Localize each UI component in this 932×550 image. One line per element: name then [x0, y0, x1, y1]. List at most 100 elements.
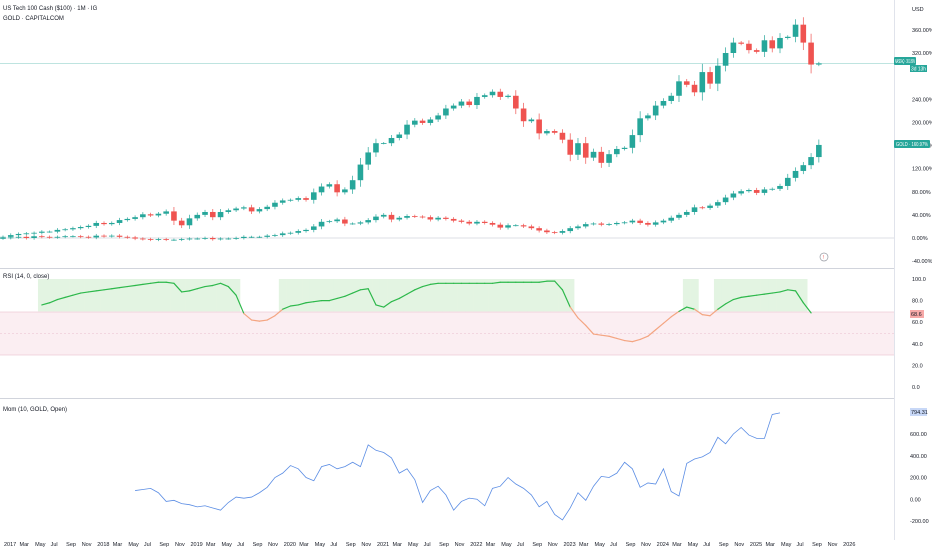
nasdaq-candle — [722, 53, 729, 66]
nasdaq-countdown: 3d 13h — [911, 67, 926, 73]
time-axis-label: May — [501, 542, 512, 548]
nasdaq-candle — [800, 24, 807, 43]
nasdaq-candle — [380, 143, 387, 144]
rsi-title[interactable]: RSI (14, 0, close) — [3, 274, 49, 280]
gold-candle — [77, 236, 84, 238]
rsi-line-segment — [219, 282, 229, 288]
nasdaq-candle — [520, 108, 527, 122]
rsi-line-segment — [289, 304, 299, 307]
time-axis-label: 2018 — [97, 542, 109, 548]
rsi-overbought-zone — [224, 279, 233, 312]
rsi-overbought-zone — [317, 279, 326, 312]
nasdaq-candle — [124, 218, 131, 221]
rsi-overbought-zone — [426, 279, 435, 312]
gold-candle — [295, 231, 302, 233]
compare-symbol-label[interactable]: GOLD · CAPITALCOM — [3, 16, 64, 22]
rsi-line-segment — [165, 281, 175, 284]
rsi-line-segment — [212, 282, 222, 287]
rsi-line-segment — [95, 289, 105, 292]
time-axis[interactable]: 2017 Mar May Jul Sep Nov 2018 Mar May Jul Sep Nov 20… — [4, 542, 855, 548]
rsi-line-segment — [181, 290, 191, 293]
time-axis-label: Nov — [455, 542, 465, 548]
rsi-line-segment — [732, 296, 742, 301]
rsi-overbought-zone — [364, 279, 373, 312]
nasdaq-candle — [559, 132, 566, 140]
gold-candle — [427, 217, 434, 220]
rsi-overbought-zone — [713, 279, 723, 312]
price-axis-tick: 80.00% — [912, 190, 931, 196]
nasdaq-candle — [582, 143, 589, 158]
momentum-axis-tick: -200.00 — [910, 519, 929, 525]
rsi-overbought-zone — [442, 279, 451, 312]
gold-candle — [54, 236, 61, 238]
rsi-overbought-zone — [154, 279, 163, 312]
price-axis-tick: 320.00% — [912, 51, 932, 57]
time-axis-label: Nov — [82, 542, 92, 548]
gold-candle — [279, 233, 286, 236]
rsi-overbought-zone — [776, 279, 785, 312]
nasdaq-candle — [256, 209, 263, 212]
rsi-line-segment — [72, 292, 82, 296]
rsi-line-segment — [103, 288, 113, 291]
nasdaq-candle — [23, 233, 30, 235]
gold-candle — [186, 238, 193, 240]
rsi-line-segment — [794, 290, 804, 304]
nasdaq-candle — [85, 225, 92, 228]
nasdaq-candle — [318, 186, 325, 193]
gold-candle — [163, 239, 169, 240]
rsi-overbought-zone — [340, 279, 350, 312]
time-axis-label: Jul — [517, 542, 524, 548]
gold-candle — [287, 232, 294, 234]
gold-candle — [202, 238, 208, 239]
nasdaq-candle — [373, 143, 379, 153]
nasdaq-candle — [241, 207, 247, 209]
nasdaq-candle — [544, 131, 550, 134]
rsi-overbought-zone — [138, 279, 148, 312]
rsi-overbought-zone — [410, 279, 419, 312]
gold-candle — [272, 235, 278, 236]
time-axis-label: Nov — [734, 542, 744, 548]
price-axis-tick: 120.00% — [912, 167, 932, 173]
rsi-overbought-zone — [53, 279, 62, 312]
rsi-overbought-zone — [449, 279, 458, 312]
gold-candle — [256, 236, 263, 238]
nasdaq-candle — [590, 151, 597, 158]
gold-candle — [559, 231, 566, 233]
time-axis-label: Sep — [346, 542, 356, 548]
momentum-axis-tick: 400.00 — [910, 454, 927, 460]
rsi-band — [0, 312, 894, 355]
nasdaq-candle — [233, 208, 239, 211]
nasdaq-candle — [753, 50, 760, 52]
time-axis-label: Nov — [361, 542, 371, 548]
rsi-overbought-zone — [558, 279, 567, 312]
rsi-line-segment — [670, 310, 680, 318]
gold-candle — [380, 214, 387, 217]
nasdaq-candle — [178, 220, 185, 226]
time-axis-label: Jul — [330, 542, 337, 548]
gold-candle — [761, 189, 768, 193]
price-axis[interactable]: 360.00%320.00%240.00%200.00%160.00%120.0… — [910, 28, 932, 525]
dividend-event-marker[interactable] — [819, 252, 829, 262]
rsi-line-segment — [118, 285, 128, 289]
rsi-line-segment — [266, 315, 276, 321]
gold-candle — [683, 211, 690, 215]
rsi-line-segment — [258, 319, 268, 322]
nasdaq-candle — [326, 184, 333, 187]
rsi-line-segment — [274, 308, 284, 317]
time-axis-label: 2026 — [843, 542, 855, 548]
gold-candle — [147, 239, 154, 240]
nasdaq-candle — [342, 189, 348, 193]
gold-candle — [303, 229, 309, 232]
gold-candle — [194, 238, 201, 240]
nasdaq-candle — [481, 95, 488, 97]
nasdaq-candle — [412, 120, 418, 125]
rsi-line-segment — [639, 335, 649, 341]
rsi-overbought-zone — [496, 279, 505, 312]
gold-candle — [15, 236, 22, 238]
rsi-line-segment — [748, 294, 758, 297]
rsi-overbought-zone — [185, 279, 194, 312]
momentum-title[interactable]: Mom (10, GOLD, Open) — [3, 407, 67, 413]
rsi-line-segment — [64, 294, 74, 298]
time-axis-label: May — [688, 542, 699, 548]
